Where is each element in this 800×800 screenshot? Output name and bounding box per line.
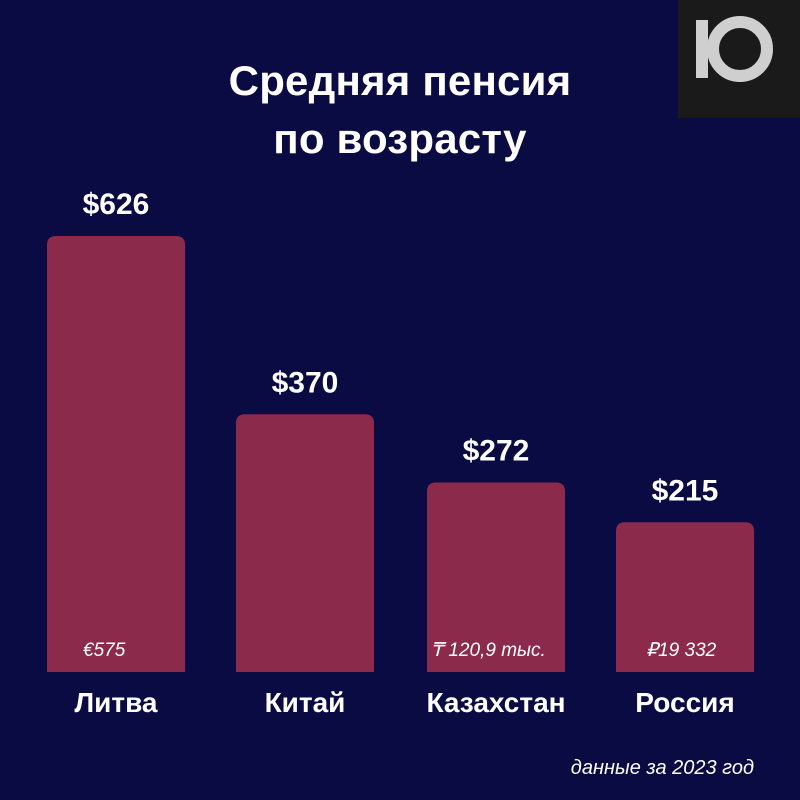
bar-value-label: $626 <box>83 188 150 221</box>
bar-2 <box>236 414 374 672</box>
bar-value-label: $215 <box>652 474 719 507</box>
bar-local-currency-label: ₽19 332 <box>646 640 717 661</box>
chart-title-line-1: Средняя пенсия <box>228 57 572 104</box>
bar-local-currency-label: €575 <box>83 640 126 661</box>
bar-local-currency-label: ₸ 120,9 тыс. <box>431 640 546 661</box>
bar-3 <box>427 482 565 672</box>
chart-title-line-2: по возрасту <box>273 115 527 162</box>
data-year-footnote: данные за 2023 год <box>570 757 754 779</box>
category-label: Литва <box>75 687 158 718</box>
category-label: Казахстан <box>426 687 565 718</box>
chart-title: Средняя пенсия по возрасту <box>0 52 800 168</box>
category-label: Россия <box>635 687 734 718</box>
bar-4 <box>616 522 754 672</box>
bar-value-label: $272 <box>463 435 530 468</box>
bar-1 <box>47 236 185 672</box>
ten-logo-icon <box>678 0 800 118</box>
bar-value-label: $370 <box>272 366 339 399</box>
category-label: Китай <box>265 687 346 718</box>
